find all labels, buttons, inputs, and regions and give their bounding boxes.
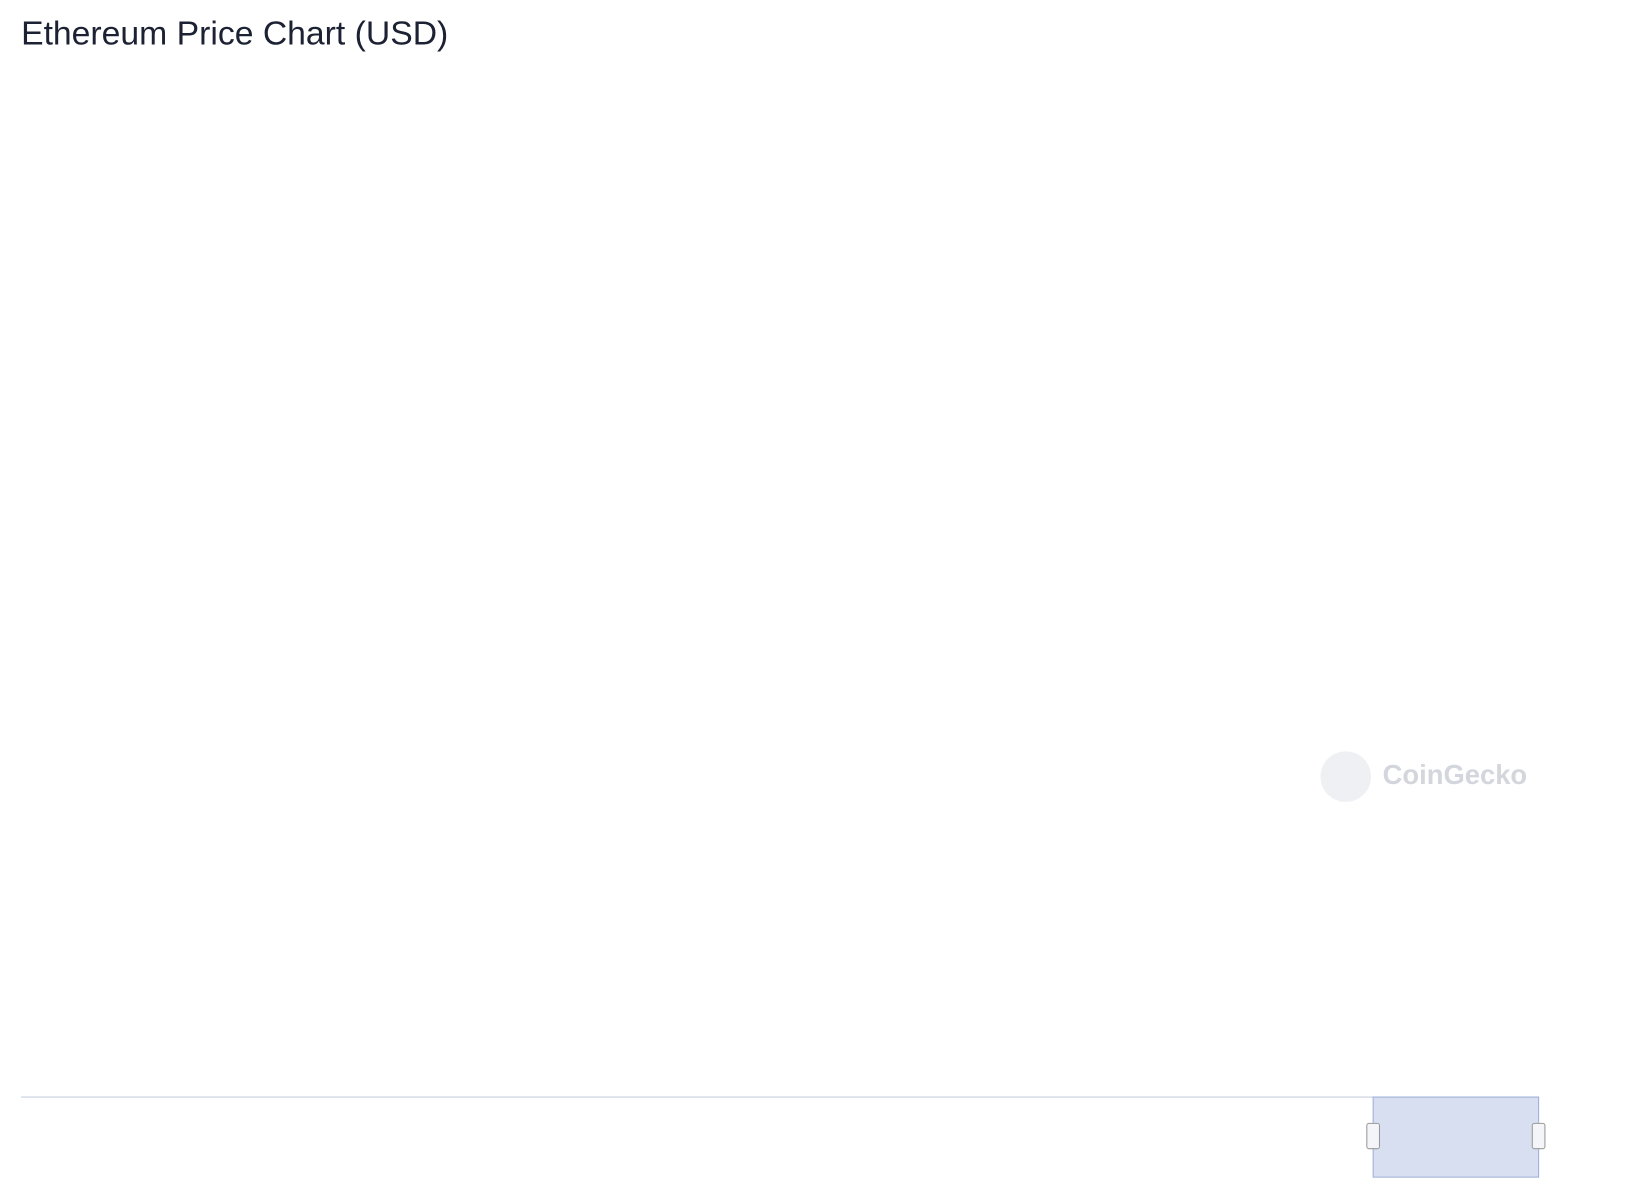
chart-title: Ethereum Price Chart (USD) <box>21 15 448 53</box>
handle-left[interactable] <box>1366 1122 1381 1150</box>
navigator-selection <box>1366 1096 1546 1178</box>
handle-right[interactable] <box>1531 1122 1546 1150</box>
navigator-bg <box>21 1097 1539 1178</box>
navigator <box>21 1096 1539 1178</box>
watermark-logo <box>1320 751 1372 802</box>
watermark: CoinGecko <box>1383 759 1528 790</box>
selection-range[interactable] <box>1372 1096 1540 1178</box>
